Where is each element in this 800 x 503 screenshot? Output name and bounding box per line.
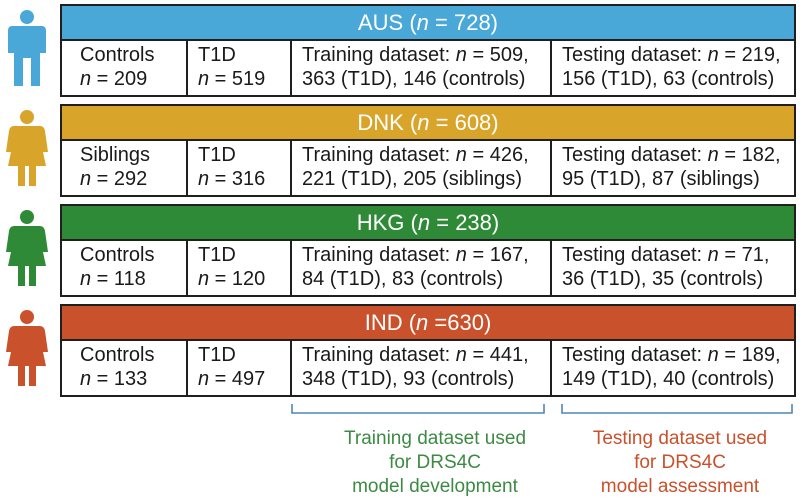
cohort-aus: AUS (n = 728) Controls n = 209 T1D n = 5…: [60, 4, 796, 97]
person-shape: [6, 110, 48, 186]
cohort-header: HKG (n = 238): [60, 204, 796, 241]
training-label-line: model development: [352, 476, 518, 497]
person-shape: [6, 310, 48, 386]
cohort-header: IND (n =630): [60, 304, 796, 341]
t1d-cell: T1D n = 316: [188, 141, 292, 195]
testing-label-line: Testing dataset used: [592, 428, 768, 449]
person-icon-gold: [6, 110, 48, 186]
cohort-header: DNK (n = 608): [60, 104, 796, 141]
training-cell: Training dataset: n = 441, 348 (T1D), 93…: [292, 341, 552, 395]
bracket-line: [561, 404, 793, 414]
person-icon-green: [6, 210, 48, 286]
training-cell: Training dataset: n = 509, 363 (T1D), 14…: [292, 41, 552, 95]
cohort-row: Controls n = 133 T1D n = 497 Training da…: [60, 341, 796, 397]
training-bracket: [291, 404, 545, 414]
testing-label-line: model assessment: [600, 476, 760, 497]
cohort-dnk: DNK (n = 608) Siblings n = 292 T1D n = 3…: [60, 104, 796, 197]
testing-cell: Testing dataset: n = 219, 156 (T1D), 63 …: [562, 44, 781, 90]
cohort-row: Controls n = 209 T1D n = 519 Training da…: [60, 41, 796, 97]
t1d-cell: T1D n = 120: [188, 241, 292, 295]
cohort-ind: IND (n =630) Controls n = 133 T1D n = 49…: [60, 304, 796, 397]
group-cell: Controls n = 209: [62, 41, 188, 95]
testing-cell: Testing dataset: n = 189, 149 (T1D), 40 …: [562, 344, 781, 390]
cohort-row: Siblings n = 292 T1D n = 316 Training da…: [60, 141, 796, 197]
testing-cell: Testing dataset: n = 182, 95 (T1D), 87 (…: [562, 144, 781, 190]
person-shape: [6, 210, 48, 286]
person-shape: [8, 10, 46, 86]
training-label-line: for DRS4C: [389, 452, 481, 473]
group-cell: Controls n = 133: [62, 341, 188, 395]
person-icon-blue: [8, 10, 46, 86]
testing-bracket: [561, 404, 793, 414]
group-cell: Siblings n = 292: [62, 141, 188, 195]
training-cell: Training dataset: n = 167, 84 (T1D), 83 …: [292, 241, 552, 295]
cohort-row: Controls n = 118 T1D n = 120 Training da…: [60, 241, 796, 297]
person-icon-red: [6, 310, 48, 386]
bracket-line: [291, 404, 545, 414]
cohort-header: AUS (n = 728): [60, 4, 796, 41]
testing-label: Testing dataset used for DRS4C model ass…: [560, 427, 800, 499]
training-cell: Training dataset: n = 426, 221 (T1D), 20…: [292, 141, 552, 195]
testing-label-line: for DRS4C: [634, 452, 726, 473]
training-label: Training dataset used for DRS4C model de…: [300, 427, 570, 499]
testing-cell: Testing dataset: n = 71, 36 (T1D), 35 (c…: [562, 244, 770, 290]
training-label-line: Training dataset used: [343, 428, 527, 449]
cohort-hkg: HKG (n = 238) Controls n = 118 T1D n = 1…: [60, 204, 796, 297]
group-cell: Controls n = 118: [62, 241, 188, 295]
t1d-cell: T1D n = 519: [188, 41, 292, 95]
t1d-cell: T1D n = 497: [188, 341, 292, 395]
